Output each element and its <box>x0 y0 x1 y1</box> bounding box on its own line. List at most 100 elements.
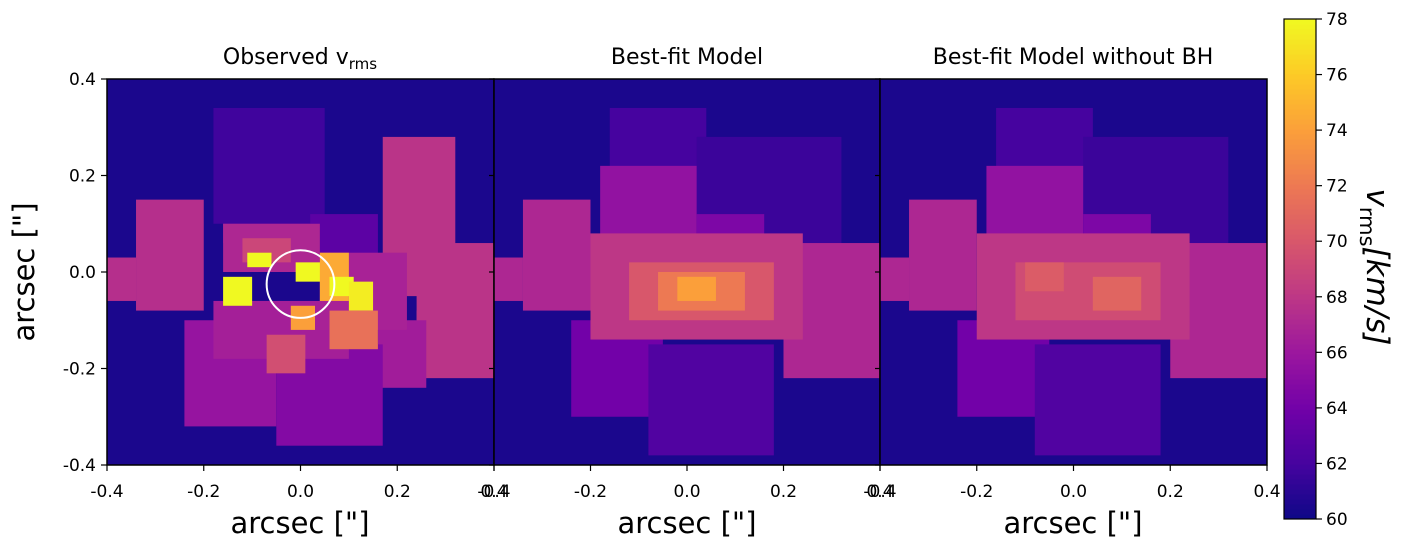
colorbar-label: vrms[km/s] <box>1355 189 1395 346</box>
colorbar-band <box>1284 303 1316 310</box>
x-axis-label-observed: arcsec ["] <box>230 506 369 537</box>
colorbar-band <box>1284 193 1316 200</box>
panel-title-no-bh: Best-fit Model without BH <box>933 45 1214 70</box>
colorbar-band <box>1284 88 1316 95</box>
heatmap-cell <box>522 199 591 311</box>
colorbar-band <box>1284 408 1316 415</box>
x-tick-label: 0.2 <box>770 482 797 502</box>
x-tick-label: 0.0 <box>287 482 314 502</box>
colorbar-band <box>1284 503 1316 510</box>
colorbar-band <box>1284 113 1316 120</box>
colorbar-band <box>1284 153 1316 160</box>
colorbar-band <box>1284 288 1316 295</box>
x-ticks-no-bh: -0.4 -0.2 0.0 0.2 0.4 <box>863 78 1281 502</box>
panel-observed: Observed vrms -0.4 -0.2 0.0 0.2 0.4 0.40.20.… <box>7 45 508 537</box>
colorbar-band <box>1284 283 1316 290</box>
heatmap-cell <box>136 199 204 311</box>
x-axis-label-no-bh: arcsec ["] <box>1003 506 1142 537</box>
colorbar-gradient <box>1284 18 1316 520</box>
heatmap-cell <box>213 107 325 224</box>
colorbar-band <box>1284 248 1316 255</box>
colorbar-band <box>1284 208 1316 215</box>
x-ticks-best-fit: -0.4 -0.2 0.0 0.2 0.4 <box>477 78 894 502</box>
colorbar-band <box>1284 48 1316 55</box>
colorbar-band <box>1284 318 1316 325</box>
colorbar-band <box>1284 213 1316 220</box>
colorbar-band <box>1284 388 1316 395</box>
colorbar-band <box>1284 273 1316 280</box>
colorbar-band <box>1284 428 1316 435</box>
colorbar-band <box>1284 423 1316 430</box>
colorbar-band <box>1284 363 1316 370</box>
y-tick-label: 0.4 <box>69 70 96 90</box>
heatmap-cell <box>348 281 374 311</box>
heatmap-cell <box>648 344 774 456</box>
colorbar-band <box>1284 413 1316 420</box>
colorbar-band <box>1284 343 1316 350</box>
colorbar-band <box>1284 298 1316 305</box>
colorbar-tick-label: 66 <box>1326 343 1348 363</box>
colorbar-band <box>1284 238 1316 245</box>
colorbar-tick-label: 68 <box>1326 288 1348 308</box>
colorbar-tick-label: 64 <box>1326 399 1348 419</box>
heatmap-cell <box>247 252 272 268</box>
colorbar-band <box>1284 323 1316 330</box>
colorbar-band <box>1284 488 1316 495</box>
heatmap-cell <box>329 276 354 297</box>
colorbar-band <box>1284 293 1316 300</box>
x-ticks-observed: -0.4 -0.2 0.0 0.2 0.4 <box>90 465 508 502</box>
colorbar-band <box>1284 18 1316 25</box>
colorbar-band <box>1284 453 1316 460</box>
heatmap-cell <box>494 257 523 301</box>
colorbar-band <box>1284 103 1316 110</box>
colorbar-band <box>1284 338 1316 345</box>
heatmap-cell <box>1025 262 1064 292</box>
colorbar-band <box>1284 128 1316 135</box>
x-tick-label: -0.2 <box>187 482 220 502</box>
colorbar-band <box>1284 398 1316 405</box>
x-tick-label: 0.2 <box>1157 482 1184 502</box>
colorbar-band <box>1284 73 1316 80</box>
x-tick-label: -0.2 <box>960 482 993 502</box>
colorbar-band <box>1284 28 1316 35</box>
colorbar-band <box>1284 448 1316 455</box>
colorbar-band <box>1284 223 1316 230</box>
panel-title-observed: Observed vrms <box>223 45 377 73</box>
colorbar-band <box>1284 508 1316 515</box>
colorbar-band <box>1284 143 1316 150</box>
heatmap-cell <box>909 199 977 311</box>
colorbar-band <box>1284 63 1316 70</box>
colorbar-band <box>1284 23 1316 30</box>
colorbar-band <box>1284 493 1316 500</box>
colorbar-band <box>1284 348 1316 355</box>
colorbar-band <box>1284 483 1316 490</box>
colorbar-band <box>1284 458 1316 465</box>
colorbar-tick-label: 62 <box>1326 454 1348 474</box>
colorbar-band <box>1284 228 1316 235</box>
colorbar-band <box>1284 233 1316 240</box>
panel-no-bh: Best-fit Model without BH -0.4 -0.2 0.0 0.2… <box>863 45 1280 537</box>
colorbar-band <box>1284 393 1316 400</box>
colorbar-band <box>1284 243 1316 250</box>
colorbar-band <box>1284 433 1316 440</box>
panel-best-fit: Best-fit Model -0.4 -0.2 0.0 0.2 0.4 arcsec … <box>477 45 893 537</box>
colorbar-band <box>1284 278 1316 285</box>
x-tick-label: 0.0 <box>1060 482 1087 502</box>
heatmap-cell <box>880 257 910 301</box>
colorbar-band <box>1284 378 1316 385</box>
x-tick-label: 0.4 <box>866 482 893 502</box>
colorbar-band <box>1284 138 1316 145</box>
x-axis-label-best-fit: arcsec ["] <box>617 506 756 537</box>
colorbar-band <box>1284 158 1316 165</box>
colorbar-band <box>1284 188 1316 195</box>
colorbar-band <box>1284 358 1316 365</box>
x-tick-label: -0.4 <box>863 482 896 502</box>
colorbar-band <box>1284 313 1316 320</box>
colorbar-band <box>1284 513 1316 520</box>
colorbar-band <box>1284 53 1316 60</box>
colorbar-band <box>1284 58 1316 65</box>
colorbar-band <box>1284 258 1316 265</box>
x-tick-label: 0.4 <box>1253 482 1280 502</box>
colorbar-frame <box>1283 18 1317 520</box>
colorbar-band <box>1284 498 1316 505</box>
